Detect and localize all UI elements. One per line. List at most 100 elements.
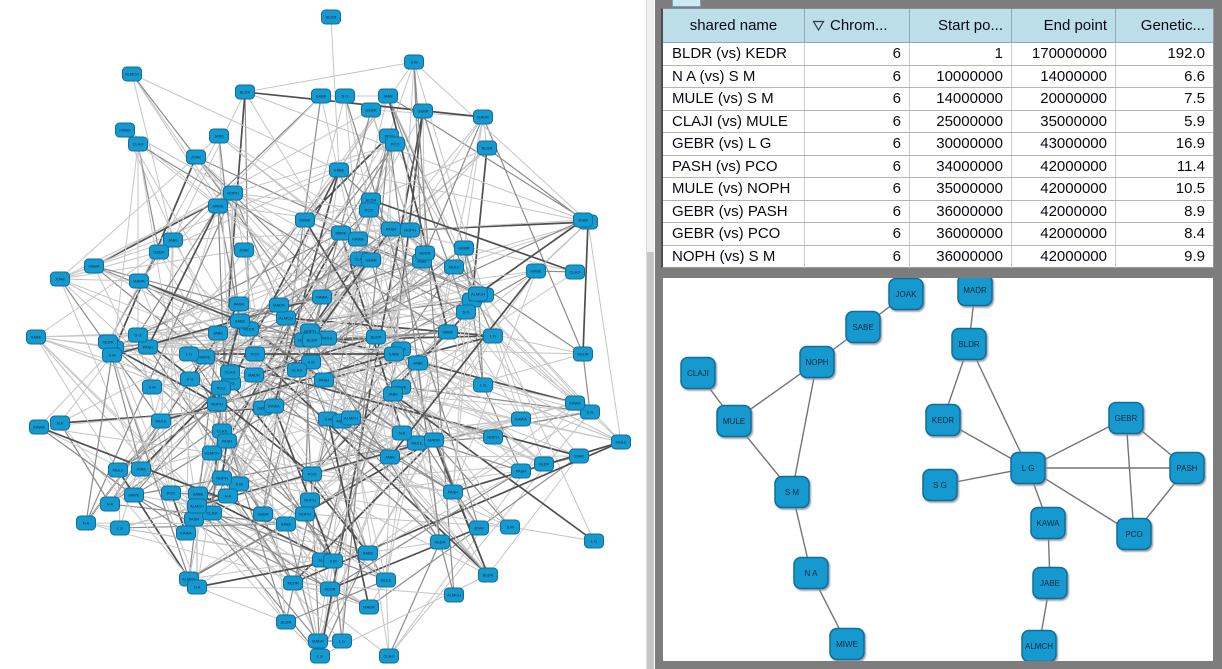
table-cell[interactable]: 170000000 xyxy=(1012,43,1116,65)
network-edge[interactable] xyxy=(296,369,454,493)
network-edge[interactable] xyxy=(243,249,622,443)
network-edge[interactable] xyxy=(59,354,113,424)
network-edge[interactable] xyxy=(317,417,352,642)
network-node-shape[interactable] xyxy=(311,88,331,104)
network-node[interactable]: PCO xyxy=(161,485,181,501)
network-edge[interactable] xyxy=(197,493,370,608)
network-node-shape[interactable] xyxy=(287,362,307,378)
network-node-shape[interactable] xyxy=(253,506,273,522)
network-edge[interactable] xyxy=(389,418,522,458)
table-cell[interactable]: 6 xyxy=(805,110,910,132)
network-node-shape[interactable] xyxy=(361,252,381,268)
network-node-shape[interactable] xyxy=(310,648,330,664)
network-node[interactable]: PASH xyxy=(184,511,204,527)
table-row[interactable]: BLDR (vs) KEDR 6 1 170000000 192.0 xyxy=(663,43,1213,66)
network-edge[interactable] xyxy=(221,430,319,642)
table-cell[interactable]: CLAJI (vs) MULE xyxy=(663,110,805,132)
table-cell[interactable]: 36000000 xyxy=(910,245,1012,268)
network-node-shape[interactable] xyxy=(129,273,149,289)
network-edge[interactable] xyxy=(463,116,484,249)
network-node-shape[interactable] xyxy=(415,245,435,261)
network-edge[interactable] xyxy=(368,209,484,386)
network-edge[interactable] xyxy=(1027,467,1135,535)
network-node[interactable]: SABE xyxy=(311,88,331,104)
network-node-shape[interactable] xyxy=(526,263,546,279)
network-node-shape[interactable] xyxy=(84,258,104,274)
table-cell[interactable]: 8.4 xyxy=(1184,225,1205,243)
network-edge[interactable] xyxy=(211,512,319,642)
network-node[interactable]: KEDR xyxy=(283,575,303,591)
network-edge[interactable] xyxy=(350,331,449,419)
network-node-shape[interactable] xyxy=(102,347,122,363)
network-node[interactable]: KAWA xyxy=(115,122,135,138)
network-edge[interactable] xyxy=(124,129,545,465)
network-edge[interactable] xyxy=(422,110,479,295)
table-cell[interactable]: 7.5 xyxy=(1184,90,1205,108)
network-edge[interactable] xyxy=(389,456,489,576)
network-node[interactable]: N A xyxy=(76,515,96,531)
network-node-shape[interactable] xyxy=(180,371,200,387)
network-node[interactable]: NOPH xyxy=(223,185,243,201)
table-row[interactable]: GEBR (vs) PASH 6 36000000 42000000 8.9 xyxy=(663,200,1213,223)
network-edge[interactable] xyxy=(107,341,584,355)
network-edge[interactable] xyxy=(59,278,140,282)
network-edge[interactable] xyxy=(38,347,115,428)
network-node-shape[interactable] xyxy=(511,411,531,427)
network-node[interactable]: MULE xyxy=(444,259,464,275)
column-header-end-point[interactable]: End point xyxy=(1012,9,1116,43)
network-node-shape[interactable] xyxy=(202,445,222,461)
network-edge[interactable] xyxy=(311,339,435,441)
network-node-shape[interactable] xyxy=(888,278,924,311)
network-node[interactable]: GEBR xyxy=(1108,401,1144,435)
table-cell[interactable]: 42000000 xyxy=(1012,223,1116,245)
network-node-shape[interactable] xyxy=(413,103,433,119)
table-cell[interactable]: GEBR (vs) L G xyxy=(663,133,805,155)
network-node[interactable]: BLDR xyxy=(302,332,322,348)
network-edge[interactable] xyxy=(172,91,246,241)
network-node[interactable]: PASH xyxy=(443,484,463,500)
network-edge[interactable] xyxy=(196,586,287,623)
network-node[interactable]: S M xyxy=(142,379,162,395)
network-edge[interactable] xyxy=(492,335,576,404)
network-node-shape[interactable] xyxy=(573,346,593,362)
network-edge[interactable] xyxy=(311,339,441,543)
network-node-shape[interactable] xyxy=(799,345,835,379)
network-node-shape[interactable] xyxy=(584,533,604,549)
network-node[interactable]: SABE xyxy=(384,346,404,362)
network-node-shape[interactable] xyxy=(264,398,284,414)
network-edge[interactable] xyxy=(582,353,591,413)
table-cell[interactable]: 6 xyxy=(805,88,910,110)
table-cell[interactable]: MULE (vs) S M xyxy=(663,88,805,110)
network-node-shape[interactable] xyxy=(845,310,881,344)
network-node[interactable]: S G xyxy=(335,88,355,104)
table-row[interactable]: PASH (vs) PCO 6 34000000 42000000 11.4 xyxy=(663,155,1213,178)
network-node-shape[interactable] xyxy=(569,448,589,464)
network-node-shape[interactable] xyxy=(1116,517,1152,551)
network-edge[interactable] xyxy=(196,382,232,588)
network-node-shape[interactable] xyxy=(774,475,810,509)
table-cell[interactable]: 25000000 xyxy=(910,110,1012,132)
network-node[interactable]: MIWE xyxy=(124,487,144,503)
network-node[interactable]: L G xyxy=(310,648,330,664)
table-cell[interactable]: 1 xyxy=(910,43,1012,65)
network-edge[interactable] xyxy=(341,417,352,642)
network-edge[interactable] xyxy=(535,221,589,272)
network-node[interactable]: JABE xyxy=(383,386,403,402)
table-cell[interactable]: 36000000 xyxy=(910,223,1012,245)
network-node[interactable]: MADR xyxy=(269,297,289,313)
network-edge[interactable] xyxy=(232,143,396,194)
network-edge[interactable] xyxy=(392,393,511,528)
network-edge[interactable] xyxy=(326,337,387,581)
network-node[interactable]: N A xyxy=(218,488,238,504)
network-edge[interactable] xyxy=(138,280,545,465)
network-node-shape[interactable] xyxy=(142,379,162,395)
table-row[interactable]: GEBR (vs) L G 6 30000000 43000000 16.9 xyxy=(663,133,1213,156)
network-node[interactable]: JABE xyxy=(209,128,229,144)
network-node[interactable]: MADR xyxy=(129,273,149,289)
table-cell[interactable]: 10000000 xyxy=(910,65,1012,87)
network-node-shape[interactable] xyxy=(209,128,229,144)
network-edge[interactable] xyxy=(93,265,153,388)
network-node[interactable]: KAWA xyxy=(1030,506,1066,540)
network-node[interactable]: JABE xyxy=(208,325,228,341)
network-node-shape[interactable] xyxy=(378,88,398,104)
